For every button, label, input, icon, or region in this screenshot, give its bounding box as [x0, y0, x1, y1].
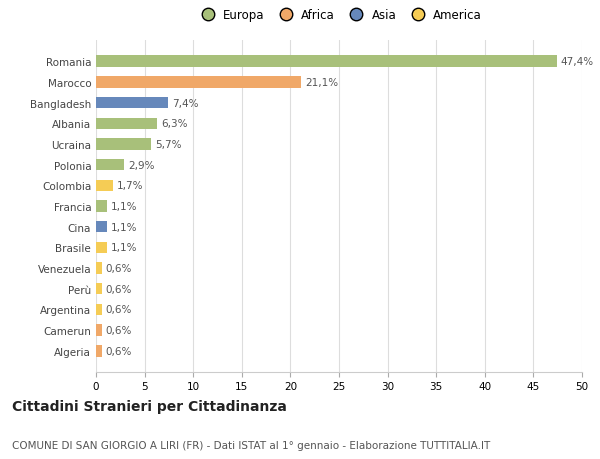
- Text: 47,4%: 47,4%: [560, 57, 594, 67]
- Bar: [96, 77, 301, 88]
- Bar: [96, 222, 107, 233]
- Bar: [96, 346, 102, 357]
- Text: 1,1%: 1,1%: [110, 243, 137, 253]
- Legend: Europa, Africa, Asia, America: Europa, Africa, Asia, America: [191, 4, 487, 27]
- Text: COMUNE DI SAN GIORGIO A LIRI (FR) - Dati ISTAT al 1° gennaio - Elaborazione TUTT: COMUNE DI SAN GIORGIO A LIRI (FR) - Dati…: [12, 440, 490, 450]
- Text: 0,6%: 0,6%: [106, 305, 132, 315]
- Bar: [96, 118, 157, 129]
- Text: 6,3%: 6,3%: [161, 119, 188, 129]
- Bar: [96, 201, 107, 212]
- Text: 1,1%: 1,1%: [110, 222, 137, 232]
- Text: 21,1%: 21,1%: [305, 78, 338, 88]
- Bar: [96, 160, 124, 171]
- Bar: [96, 284, 102, 295]
- Text: 1,7%: 1,7%: [116, 181, 143, 191]
- Text: 2,9%: 2,9%: [128, 160, 155, 170]
- Bar: [96, 242, 107, 253]
- Bar: [96, 98, 168, 109]
- Text: 0,6%: 0,6%: [106, 284, 132, 294]
- Bar: [96, 304, 102, 315]
- Text: 0,6%: 0,6%: [106, 263, 132, 274]
- Text: 5,7%: 5,7%: [155, 140, 182, 150]
- Bar: [96, 180, 113, 191]
- Text: 0,6%: 0,6%: [106, 325, 132, 336]
- Text: 1,1%: 1,1%: [110, 202, 137, 212]
- Bar: [96, 56, 557, 67]
- Bar: [96, 263, 102, 274]
- Text: 7,4%: 7,4%: [172, 98, 199, 108]
- Bar: [96, 325, 102, 336]
- Text: Cittadini Stranieri per Cittadinanza: Cittadini Stranieri per Cittadinanza: [12, 399, 287, 413]
- Bar: [96, 139, 151, 150]
- Text: 0,6%: 0,6%: [106, 346, 132, 356]
